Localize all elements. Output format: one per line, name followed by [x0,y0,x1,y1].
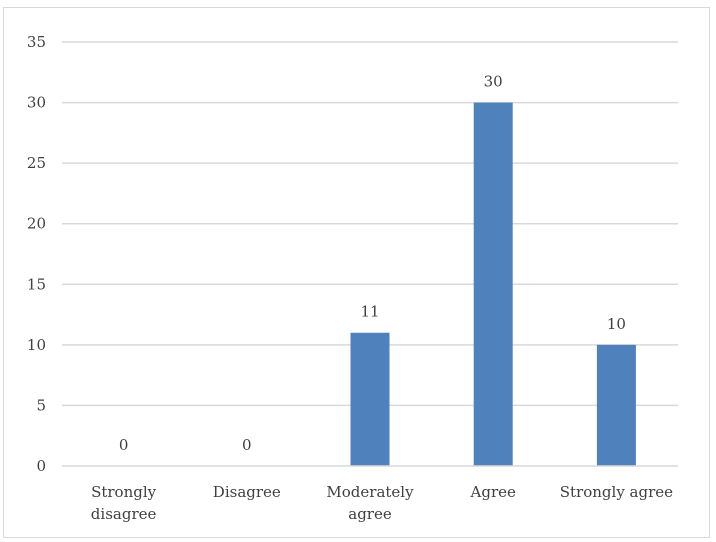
bar-3 [473,102,513,467]
category-label-0: Strongly disagree [91,483,157,523]
gridlines [62,41,678,407]
y-tick-label: 25 [27,154,46,172]
data-label-4: 10 [607,315,626,333]
category-label-4: Strongly agree [560,483,673,501]
y-tick-label: 35 [27,33,46,51]
category-label-1: Disagree [213,483,281,501]
data-label-2: 11 [360,303,379,321]
y-tick-label: 30 [27,94,46,112]
category-label-2: Moderately agree [326,483,414,523]
y-tick-label: 10 [27,336,46,354]
data-labels: 0 0 11 30 10 [119,73,626,454]
data-label-0: 0 [119,436,129,454]
bar-2 [350,332,390,466]
category-label-3: Agree [470,483,516,501]
y-tick-label: 15 [27,275,46,293]
data-label-1: 0 [242,436,252,454]
category-labels: Strongly disagree Disagree Moderately agree A… [91,483,673,523]
bars [350,102,636,467]
bar-4 [596,344,636,466]
y-tick-label: 0 [36,457,46,475]
y-axis-tick-labels: 0 5 10 15 20 25 30 35 [27,33,46,475]
data-label-3: 30 [484,73,503,91]
y-tick-label: 5 [36,396,46,414]
y-tick-label: 20 [27,215,46,233]
